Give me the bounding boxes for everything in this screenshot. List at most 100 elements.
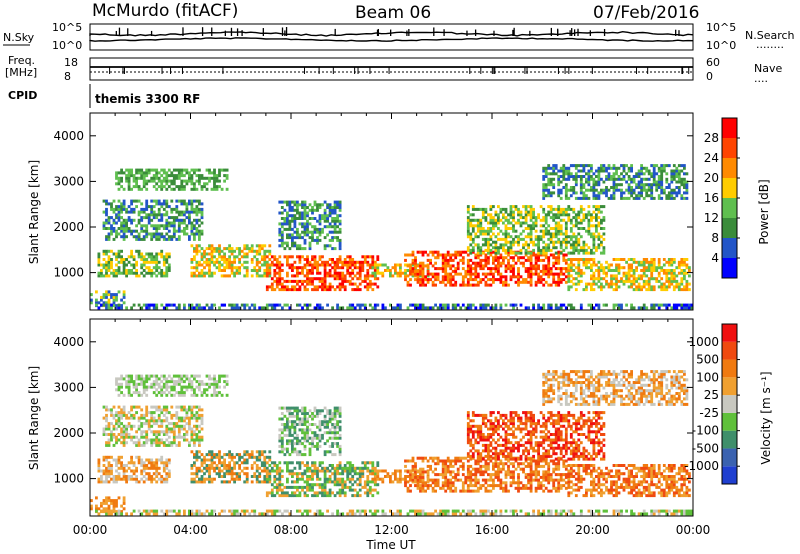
power-cell	[117, 303, 121, 307]
power-cell	[165, 271, 169, 275]
power-cell	[567, 205, 571, 209]
power-cell	[399, 306, 402, 310]
power-cell	[522, 261, 525, 265]
power-cell	[672, 260, 676, 264]
power-cell	[479, 261, 483, 265]
power-cell	[529, 218, 533, 222]
power-cell	[612, 303, 616, 307]
power-cell	[436, 267, 440, 271]
power-cell	[479, 303, 483, 307]
power-cell	[585, 164, 588, 168]
velocity-cell	[125, 380, 128, 384]
power-cell	[602, 191, 606, 195]
power-cell	[278, 274, 282, 278]
power-cell	[308, 260, 312, 264]
power-cell	[600, 221, 603, 225]
power-cell	[230, 306, 234, 310]
velocity-cell	[190, 438, 194, 442]
velocity-cell	[210, 453, 214, 457]
velocity-cell	[107, 469, 111, 473]
power-cell	[316, 285, 319, 289]
velocity-cell	[263, 464, 267, 467]
power-cell	[137, 218, 141, 222]
power-cell	[117, 269, 121, 272]
power-cell	[567, 213, 571, 217]
power-cell	[286, 217, 289, 220]
power-cell	[107, 227, 111, 230]
velocity-cell	[180, 405, 184, 409]
power-cell	[650, 306, 654, 310]
power-cell	[200, 210, 204, 214]
velocity-cell	[150, 477, 154, 481]
power-cell	[587, 232, 591, 236]
power-cell	[157, 237, 161, 241]
power-cell	[188, 199, 191, 203]
power-cell	[539, 269, 543, 273]
power-cell	[542, 303, 546, 307]
power-cell	[454, 256, 458, 260]
power-cell	[595, 169, 598, 173]
power-cell	[434, 250, 437, 254]
power-cell	[326, 206, 329, 209]
power-cell	[160, 249, 164, 253]
power-cell	[677, 191, 681, 195]
power-cell	[177, 174, 181, 178]
velocity-cell	[145, 435, 149, 439]
power-cell	[152, 185, 156, 189]
power-cell	[665, 186, 669, 189]
power-cell	[288, 225, 292, 229]
power-cell	[637, 180, 641, 184]
power-cell	[311, 230, 314, 234]
velocity-cell	[110, 469, 113, 473]
power-cell	[414, 266, 417, 270]
velocity-cell	[150, 385, 154, 389]
power-cell	[172, 218, 176, 222]
power-cell	[117, 249, 121, 253]
power-cell	[645, 274, 649, 278]
power-cell	[308, 230, 312, 234]
power-cell	[592, 237, 596, 241]
power-cell	[265, 249, 269, 253]
velocity-cell	[150, 464, 154, 467]
power-cell	[280, 238, 284, 242]
velocity-cell	[155, 464, 159, 467]
power-cell	[421, 267, 425, 271]
velocity-cell	[213, 469, 216, 473]
power-cell	[421, 275, 425, 279]
power-cell	[549, 253, 553, 257]
velocity-cell	[107, 443, 111, 447]
power-cell	[632, 271, 636, 275]
power-cell	[524, 251, 528, 255]
power-cell	[125, 229, 128, 233]
power-cell	[268, 285, 272, 289]
velocity-cell	[167, 469, 171, 473]
power-cell	[647, 269, 651, 272]
power-cell	[303, 227, 307, 231]
power-cell	[208, 168, 211, 172]
power-cell	[497, 213, 500, 217]
power-cell	[205, 252, 209, 256]
power-cell	[582, 251, 586, 255]
power-cell	[102, 303, 106, 307]
velocity-cell	[145, 393, 149, 397]
velocity-cell	[162, 408, 166, 412]
power-cell	[213, 179, 216, 183]
power-cell	[607, 172, 611, 176]
velocity-cell	[268, 477, 272, 481]
power-cell	[481, 210, 485, 214]
power-cell	[205, 247, 209, 251]
power-cell	[597, 177, 601, 181]
velocity-cell	[110, 477, 113, 481]
power-cell	[323, 277, 327, 281]
velocity-cell	[140, 374, 144, 378]
power-cell	[313, 230, 317, 234]
velocity-cell	[193, 430, 196, 434]
power-cell	[504, 216, 508, 220]
power-cell	[288, 222, 292, 226]
power-cell	[260, 244, 264, 248]
velocity-cell	[162, 391, 166, 395]
power-cell	[602, 166, 606, 170]
power-cell	[582, 240, 586, 244]
power-cell	[230, 252, 234, 256]
velocity-cell	[172, 435, 176, 439]
